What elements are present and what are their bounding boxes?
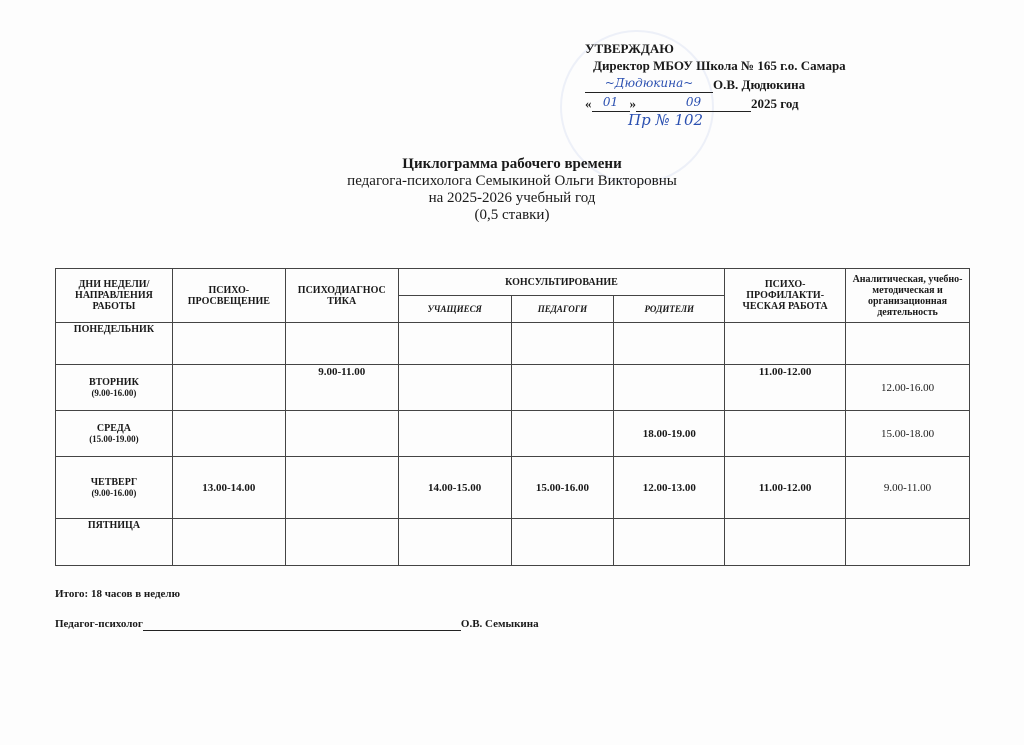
table-row: ВТОРНИК (9.00-16.00) 9.00-11.00 11.00-12.00… <box>55 364 970 411</box>
header-diagnostics: ПСИХОДИАГНОС ТИКА <box>284 268 399 323</box>
day-cell: ПЯТНИЦА <box>55 518 173 566</box>
day-name: ВТОРНИК <box>89 377 139 388</box>
day-name: ПЯТНИЦА <box>87 520 141 531</box>
date-month: 09 <box>685 95 702 109</box>
table-row: ЧЕТВЕРГ (9.00-16.00) 13.00-14.00 14.00-15.0… <box>55 456 970 519</box>
schedule-cell <box>845 518 970 566</box>
schedule-cell <box>613 322 726 365</box>
date-year: 2025 год <box>751 96 799 111</box>
schedule-cell: 11.00-12.00 <box>724 456 847 519</box>
schedule-table: ДНИ НЕДЕЛИ/ НАПРАВЛЕНИЯ РАБОТЫ ПСИХО-ПРО… <box>55 268 970 566</box>
schedule-cell <box>613 518 726 566</box>
subtitle-person: педагога-психолога Семыкиной Ольги Викто… <box>347 173 677 189</box>
order-number: Пр № 102 <box>628 111 704 129</box>
table-row: ПЯТНИЦА <box>55 518 970 566</box>
approval-heading: УТВЕРЖДАЮ <box>585 41 674 56</box>
schedule-cell <box>724 518 847 566</box>
subtitle-rate: (0,5 ставки) <box>474 207 550 223</box>
schedule-cell: 13.00-14.00 <box>171 456 286 519</box>
handwritten-signature: ~Дюдюкина~ <box>604 76 694 90</box>
schedule-cell <box>284 322 399 365</box>
schedule-cell <box>171 322 286 365</box>
schedule-cell: 9.00-11.00 <box>845 456 970 519</box>
stamp <box>560 30 714 184</box>
header-days: ДНИ НЕДЕЛИ/ НАПРАВЛЕНИЯ РАБОТЫ <box>55 268 173 323</box>
approval-position: Директор МБОУ Школа № 165 г.о. Самара <box>593 58 846 73</box>
schedule-cell: 11.00-12.00 <box>724 364 847 411</box>
day-hours: (9.00-16.00) <box>91 488 137 498</box>
schedule-cell <box>284 456 399 519</box>
schedule-cell: 9.00-11.00 <box>284 364 399 411</box>
header-teachers: ПЕДАГОГИ <box>510 295 615 323</box>
schedule-cell <box>171 410 286 457</box>
date-day: 01 <box>602 95 619 109</box>
day-cell: СРЕДА (15.00-19.00) <box>55 410 173 457</box>
day-name: СРЕДА <box>96 423 131 434</box>
day-cell: ПОНЕДЕЛЬНИК <box>55 322 173 365</box>
signer-role: Педагог-психолог <box>55 618 143 630</box>
schedule-cell <box>613 364 726 411</box>
approval-signature-line: ~Дюдюкина~ О.В. Дюдюкина <box>585 74 846 93</box>
schedule-cell <box>171 364 286 411</box>
schedule-cell: 15.00-18.00 <box>845 410 970 457</box>
signer-name: О.В. Семыкина <box>460 618 539 630</box>
table-row: ПОНЕДЕЛЬНИК <box>55 322 970 365</box>
day-name: ЧЕТВЕРГ <box>90 477 138 488</box>
schedule-cell: 12.00-13.00 <box>613 456 726 519</box>
schedule-cell <box>397 410 512 457</box>
approval-date: «01» 09 2025 год <box>585 95 799 112</box>
schedule-cell <box>845 322 970 365</box>
schedule-cell <box>397 364 512 411</box>
schedule-cell <box>397 322 512 365</box>
header-students: УЧАЩИЕСЯ <box>397 295 512 323</box>
schedule-cell <box>397 518 512 566</box>
schedule-cell <box>510 364 615 411</box>
day-hours: (15.00-19.00) <box>89 434 139 444</box>
subtitle-year: на 2025-2026 учебный год <box>428 190 596 206</box>
schedule-cell <box>724 410 847 457</box>
schedule-cell: 18.00-19.00 <box>613 410 726 457</box>
schedule-cell <box>171 518 286 566</box>
schedule-cell: 14.00-15.00 <box>397 456 512 519</box>
day-cell: ЧЕТВЕРГ (9.00-16.00) <box>55 456 173 519</box>
schedule-cell <box>510 410 615 457</box>
header-analytics: Аналитическая, учебно-методическая и орг… <box>845 268 970 323</box>
day-hours: (9.00-16.00) <box>91 388 137 398</box>
header-parents: РОДИТЕЛИ <box>613 295 726 323</box>
document-title: Циклограмма рабочего времени <box>402 156 622 172</box>
schedule-cell <box>510 518 615 566</box>
schedule-cell: 12.00-16.00 <box>845 364 970 411</box>
schedule-cell <box>724 322 847 365</box>
approval-name: О.В. Дюдюкина <box>713 77 806 92</box>
schedule-cell: 15.00-16.00 <box>510 456 615 519</box>
table-row: СРЕДА (15.00-19.00) 18.00-19.00 15.00-18.00 <box>55 410 970 457</box>
schedule-cell <box>510 322 615 365</box>
header-education: ПСИХО-ПРОСВЕЩЕНИЕ <box>171 268 286 323</box>
header-consulting: КОНСУЛЬТИРОВАНИЕ <box>397 268 726 296</box>
schedule-cell <box>284 410 399 457</box>
schedule-cell <box>284 518 399 566</box>
day-cell: ВТОРНИК (9.00-16.00) <box>55 364 173 411</box>
header-prevention: ПСИХО-ПРОФИЛАКТИ-ЧЕСКАЯ РАБОТА <box>724 268 847 323</box>
signer-line: Педагог-психолог О.В. Семыкина <box>55 618 539 631</box>
total-hours: Итого: 18 часов в неделю <box>55 588 180 600</box>
approval-block: УТВЕРЖДАЮ Директор МБОУ Школа № 165 г.о.… <box>585 40 846 112</box>
day-name: ПОНЕДЕЛЬНИК <box>73 324 155 335</box>
